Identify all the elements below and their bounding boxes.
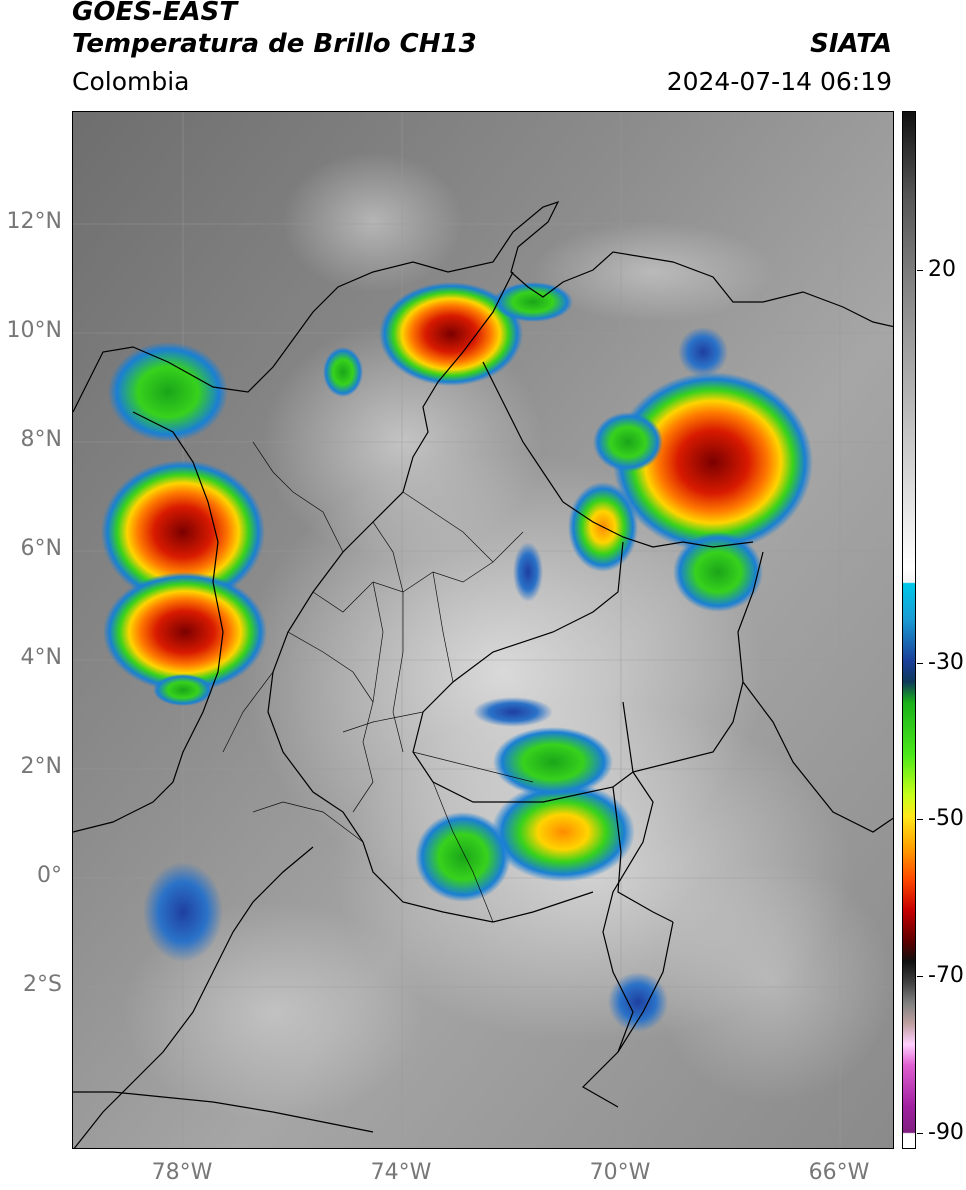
colorbar-label: -90 xyxy=(928,1120,964,1145)
lat-tick-12N: 12°N xyxy=(6,209,62,234)
colorbar-label: 20 xyxy=(928,257,956,282)
lat-tick-8N: 8°N xyxy=(20,427,62,452)
colorbar-tick xyxy=(917,976,923,977)
product-title: Temperatura de Brillo CH13 xyxy=(72,29,477,59)
department-borders xyxy=(222,441,534,923)
title-block: GOES-EAST Temperatura de Brillo CH13 Col… xyxy=(72,0,477,98)
colorbar-label: -30 xyxy=(928,650,964,675)
colorbar-tick xyxy=(917,819,923,820)
region-label: Colombia xyxy=(72,67,190,96)
map-canvas xyxy=(73,112,893,1148)
colorbar-tick xyxy=(917,270,923,271)
lat-tick-2N: 2°N xyxy=(20,754,62,779)
datetime-label: 2024-07-14 06:19 xyxy=(666,67,892,96)
coastlines-borders xyxy=(73,200,893,1148)
lon-tick-66W: 66°W xyxy=(808,1160,870,1185)
colorbar-label: -50 xyxy=(928,806,964,831)
lon-tick-78W: 78°W xyxy=(151,1160,213,1185)
lon-tick-70W: 70°W xyxy=(589,1160,651,1185)
colorbar-tick xyxy=(917,1133,923,1134)
lat-tick-0: 0° xyxy=(37,863,62,888)
colorbar xyxy=(902,111,916,1149)
lat-tick-10N: 10°N xyxy=(6,318,62,343)
colorbar-tick xyxy=(917,663,923,664)
agency-label: SIATA xyxy=(810,29,892,59)
lon-tick-74W: 74°W xyxy=(370,1160,432,1185)
lat-tick-4N: 4°N xyxy=(20,645,62,670)
lat-tick-6N: 6°N xyxy=(20,536,62,561)
satellite-title: GOES-EAST xyxy=(72,0,238,27)
satellite-map[interactable] xyxy=(72,111,894,1149)
title-right-block: SIATA 2024-07-14 06:19 xyxy=(667,28,892,98)
lat-tick-2S: 2°S xyxy=(23,972,62,997)
colorbar-label: -70 xyxy=(928,963,964,988)
